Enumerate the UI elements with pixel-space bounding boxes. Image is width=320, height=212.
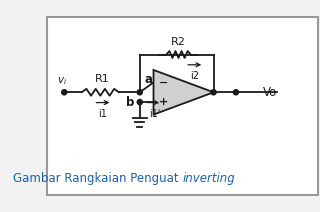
Text: R2: R2 (171, 37, 186, 47)
Text: −: − (159, 77, 169, 88)
Text: +: + (159, 97, 168, 107)
Circle shape (233, 90, 238, 95)
Text: i1: i1 (99, 109, 107, 119)
Polygon shape (154, 70, 213, 114)
Text: Vo: Vo (263, 86, 278, 99)
Text: inverting: inverting (183, 172, 236, 185)
FancyBboxPatch shape (47, 17, 318, 195)
Text: Gambar Rangkaian Penguat: Gambar Rangkaian Penguat (13, 172, 183, 185)
Text: i2: i2 (190, 71, 199, 81)
Circle shape (211, 90, 216, 95)
Text: $v_i$: $v_i$ (58, 75, 68, 87)
Text: R1: R1 (95, 74, 109, 84)
Circle shape (62, 90, 67, 95)
Text: b: b (126, 96, 135, 109)
Text: i1': i1' (149, 109, 161, 119)
Circle shape (137, 90, 142, 95)
Text: a: a (145, 73, 153, 86)
Circle shape (137, 99, 142, 105)
